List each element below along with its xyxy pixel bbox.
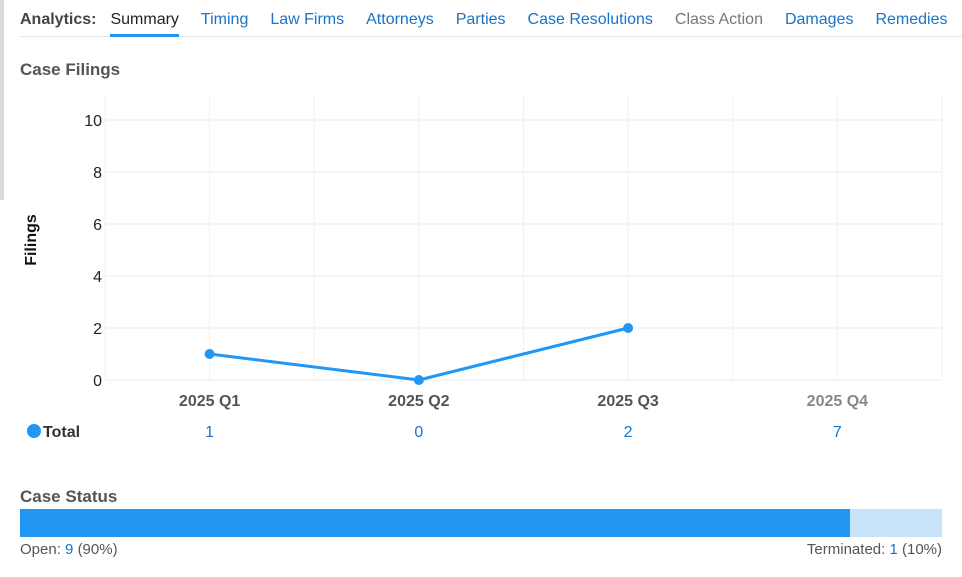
case-status-bar (20, 509, 942, 537)
x-tick-label: 2025 Q4 (807, 393, 868, 410)
y-tick-label: 0 (93, 373, 102, 390)
total-legend-marker (27, 424, 41, 438)
tab-law-firms[interactable]: Law Firms (270, 11, 345, 28)
tab-summary[interactable]: Summary (110, 0, 180, 37)
total-value[interactable]: 2 (624, 424, 633, 441)
tab-case-resolutions[interactable]: Case Resolutions (527, 11, 653, 28)
status-open-count[interactable]: 9 (65, 541, 74, 558)
x-tick-label: 2025 Q3 (597, 393, 658, 410)
status-terminated-label: Terminated: (806, 541, 886, 558)
data-point (623, 323, 634, 333)
analytics-tabs: Analytics: Summary Timing Law Firms Atto… (20, 0, 962, 37)
tab-attorneys[interactable]: Attorneys (366, 11, 434, 28)
status-open-label: Open: (20, 541, 61, 558)
case-status-open-fill (20, 509, 850, 537)
y-tick-label: 10 (84, 113, 102, 130)
data-point (204, 349, 215, 359)
tab-timing[interactable]: Timing (200, 11, 249, 28)
scroll-edge (0, 0, 4, 200)
y-tick-label: 6 (93, 217, 102, 234)
tab-remedies[interactable]: Remedies (875, 11, 948, 28)
status-open: Open: 9 (90%) (20, 541, 118, 558)
total-legend-label: Total (43, 424, 80, 441)
status-open-pct: (90%) (77, 541, 118, 558)
tab-class-action: Class Action (674, 11, 763, 28)
tab-parties[interactable]: Parties (455, 11, 506, 28)
status-terminated-pct: (10%) (901, 541, 942, 558)
total-value[interactable]: 1 (205, 424, 214, 441)
x-tick-label: 2025 Q1 (179, 393, 240, 410)
status-terminated-count[interactable]: 1 (889, 541, 898, 558)
y-tick-label: 2 (93, 321, 102, 338)
y-tick-label: 8 (93, 165, 102, 182)
status-terminated: Terminated: 1 (10%) (807, 541, 942, 558)
analytics-label: Analytics: (20, 11, 97, 28)
case-filings-title: Case Filings (20, 60, 121, 79)
x-tick-label: 2025 Q2 (388, 393, 449, 410)
total-value[interactable]: 0 (414, 424, 423, 441)
tab-damages[interactable]: Damages (784, 11, 854, 28)
total-value[interactable]: 7 (833, 424, 842, 441)
case-status-title: Case Status (20, 487, 118, 506)
y-axis-title: Filings (23, 214, 40, 266)
y-tick-label: 4 (93, 269, 102, 286)
data-point (413, 375, 424, 385)
